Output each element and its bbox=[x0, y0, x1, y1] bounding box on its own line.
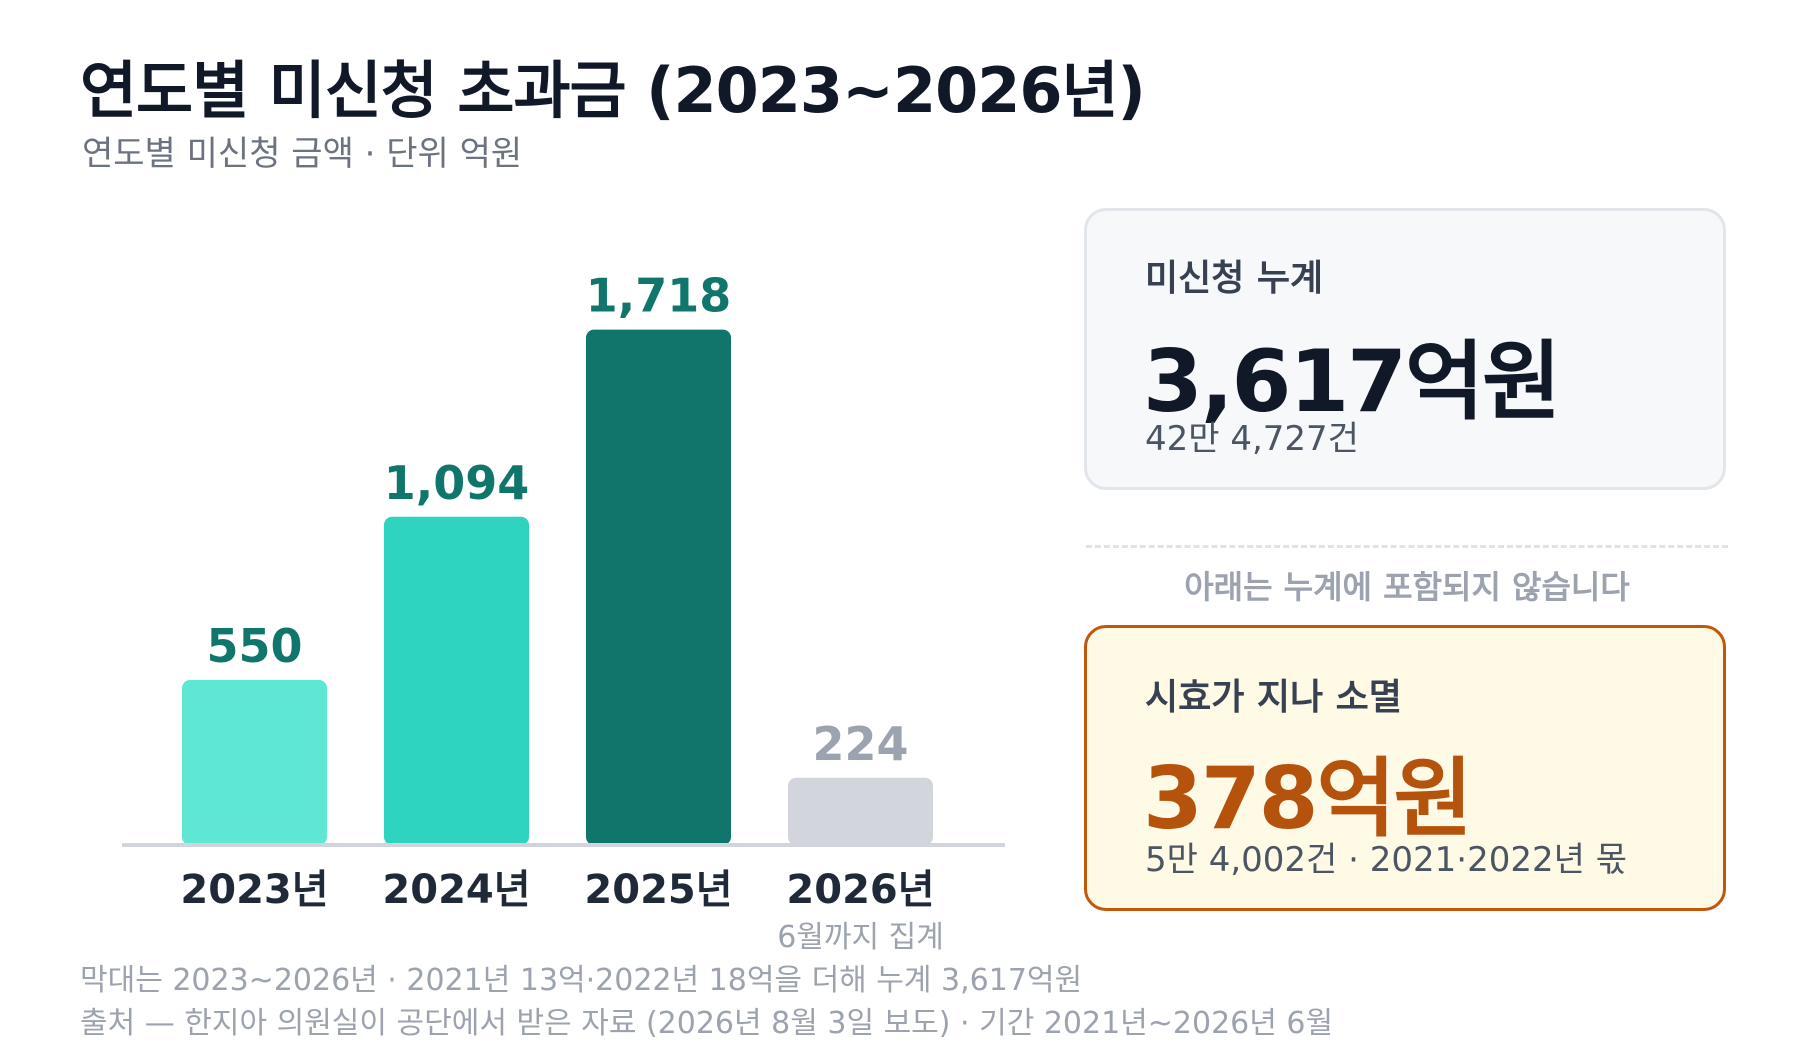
x-tick-label-2: 2024년 bbox=[382, 867, 530, 913]
page-subtitle: 연도별 미신청 금액 · 단위 억원 bbox=[82, 134, 523, 174]
footnote-source: 출처 — 한지아 의원실이 공단에서 받은 자료 (2026년 8월 3일 보도… bbox=[80, 1006, 1334, 1041]
expired-note: 5만 4,002건 · 2021·2022년 몫 bbox=[1145, 840, 1627, 880]
x-tick-label-4: 2026년 bbox=[786, 867, 934, 913]
bar-value-label-1: 550 bbox=[206, 619, 302, 673]
bar-2 bbox=[384, 516, 529, 845]
total-label: 미신청 누계 bbox=[1145, 258, 1324, 299]
expired-card: 시효가 지나 소멸 378억원 5만 4,002건 · 2021·2022년 몫 bbox=[1084, 625, 1726, 911]
expired-value: 378억원 bbox=[1143, 749, 1473, 849]
bar-value-label-2: 1,094 bbox=[384, 456, 530, 510]
total-count: 42만 4,727건 bbox=[1145, 419, 1359, 459]
footnote-calculation: 막대는 2023~2026년 · 2021년 13억·2022년 18억을 더해… bbox=[80, 963, 1083, 998]
total-card: 미신청 누계 3,617억원 42만 4,727건 bbox=[1084, 208, 1726, 490]
dashed-divider bbox=[1086, 545, 1728, 548]
x-tick-label-3: 2025년 bbox=[584, 867, 732, 913]
total-value: 3,617억원 bbox=[1143, 332, 1561, 432]
bar-chart: 550 2023년 1,094 2024년 1,718 2025년 224 2026년 6월까지… bbox=[122, 269, 1005, 950]
bar-value-label-3: 1,718 bbox=[586, 269, 732, 323]
divider-note: 아래는 누계에 포함되지 않습니다 bbox=[1184, 568, 1630, 606]
x-tick-label-1: 2023년 bbox=[180, 867, 328, 913]
bar-value-label-4: 224 bbox=[812, 717, 908, 771]
x-tick-note-4: 6월까지 집계 bbox=[777, 920, 944, 950]
bar-1 bbox=[182, 680, 327, 845]
page-title: 연도별 미신청 초과금 (2023~2026년) bbox=[80, 54, 1146, 127]
bar-4 bbox=[788, 777, 933, 845]
expired-label: 시효가 지나 소멸 bbox=[1145, 677, 1402, 718]
bar-3 bbox=[586, 329, 731, 846]
